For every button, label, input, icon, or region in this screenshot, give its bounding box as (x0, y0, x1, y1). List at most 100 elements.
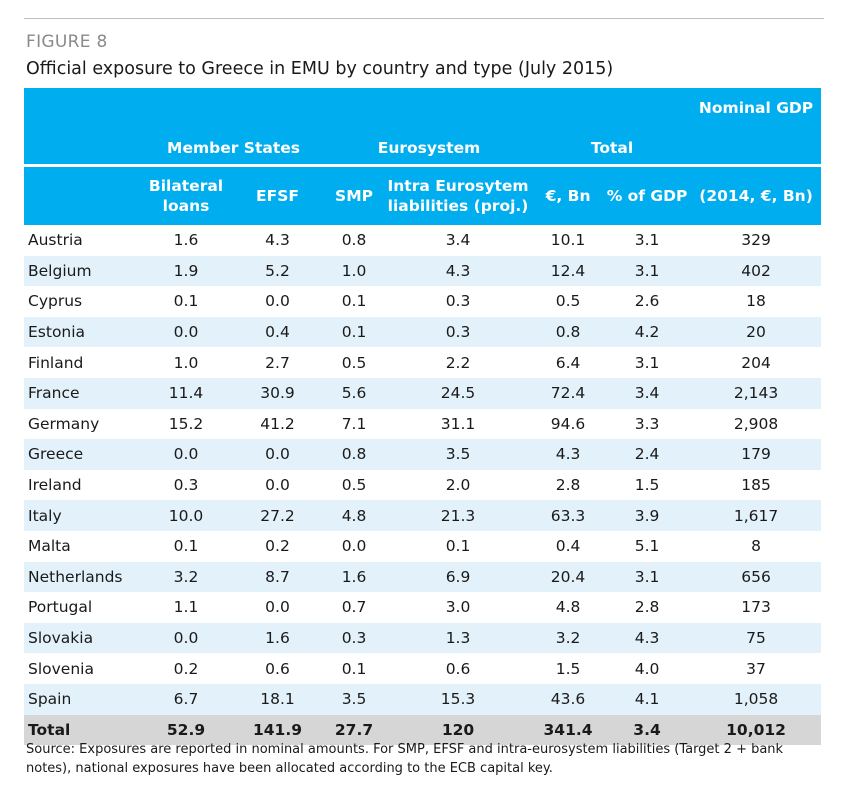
figure-label: FIGURE 8 (26, 32, 108, 52)
cell-bilateral-loans: 15.2 (168, 414, 204, 433)
table-row: Spain 6.7 18.1 3.5 15.3 43.6 4.1 1,058 (24, 683, 822, 715)
cell-pct-gdp: 2.4 (603, 439, 692, 470)
cell-bilateral-loans: 1.6 (173, 231, 199, 250)
cell-intra-eurosystem: 0.3 (383, 316, 534, 348)
cell-intra-eurosystem: 15.3 (383, 683, 534, 715)
cell-country: Slovakia (24, 622, 142, 654)
cell-efsf: 4.3 (265, 231, 290, 250)
cell-gdp-2014: 185 (741, 476, 771, 495)
cell-gdp-2014: 20 (691, 316, 822, 348)
cell-total-eur-bn: 43.6 (533, 683, 604, 715)
cell-efsf: 0.0 (265, 598, 290, 617)
total-cell-smp: 27.7 (325, 714, 384, 746)
cell-gdp-2014: 37 (746, 659, 766, 678)
cell-intra-eurosystem: 3.0 (445, 598, 471, 617)
table-header: Member States Eurosystem Total Nominal G… (24, 88, 822, 225)
table-row: Malta 0.1 0.2 0.0 0.1 0.4 5.1 8 (24, 531, 821, 562)
cell-bilateral-loans: 1.0 (173, 353, 199, 372)
cell-pct-gdp: 3.9 (603, 500, 692, 531)
cell-smp: 0.7 (341, 598, 367, 617)
cell-total-eur-bn: 10.1 (550, 231, 586, 250)
cell-country: Cyprus (28, 292, 83, 311)
table-row: Slovenia 0.2 0.6 0.1 0.6 1.5 4.0 37 (24, 653, 821, 684)
cell-efsf: 0.0 (230, 439, 326, 470)
column-header-smp: SMP (325, 164, 384, 225)
cell-total-eur-bn: 6.4 (555, 353, 581, 372)
exposure-table: Member States Eurosystem Total Nominal G… (24, 88, 822, 746)
table-row: Austria 1.6 4.3 0.8 3.4 10.1 3.1 329 (24, 225, 821, 256)
cell-total-eur-bn: 2.8 (555, 476, 581, 495)
cell-country: Italy (24, 500, 142, 531)
column-header-country (24, 164, 142, 225)
cell-intra-eurosystem: 6.9 (383, 561, 534, 593)
cell-gdp-2014: 402 (691, 255, 822, 287)
cell-smp: 0.5 (341, 353, 367, 372)
total-cell-gdp-2014: 10,012 (691, 714, 822, 746)
cell-bilateral-loans: 0.0 (142, 439, 230, 470)
cell-gdp-2014: 1,617 (691, 500, 822, 531)
cell-gdp-2014: 179 (691, 439, 822, 470)
total-cell-bilateral-loans: 52.9 (142, 714, 230, 746)
figure-title: Official exposure to Greece in EMU by co… (26, 59, 614, 79)
cell-bilateral-loans: 10.0 (142, 500, 230, 531)
cell-country: Finland (28, 353, 84, 372)
cell-gdp-2014: 2,143 (691, 377, 822, 409)
cell-intra-eurosystem: 4.3 (383, 255, 534, 287)
cell-bilateral-loans: 3.2 (142, 561, 230, 593)
cell-bilateral-loans: 0.1 (173, 292, 199, 311)
group-header-eurosystem: Eurosystem (325, 88, 534, 166)
cell-efsf: 27.2 (230, 500, 326, 531)
cell-bilateral-loans: 1.9 (142, 255, 230, 287)
cell-smp: 1.6 (325, 561, 384, 593)
cell-efsf: 0.6 (265, 659, 290, 678)
table-row: Netherlands 3.2 8.7 1.6 6.9 20.4 3.1 656 (24, 561, 822, 593)
group-header-member-states: Member States (142, 88, 326, 166)
cell-intra-eurosystem: 24.5 (383, 377, 534, 409)
cell-gdp-2014: 204 (741, 353, 771, 372)
cell-efsf: 8.7 (230, 561, 326, 593)
cell-total-eur-bn: 4.8 (555, 598, 581, 617)
cell-total-eur-bn: 0.8 (533, 316, 604, 348)
cell-total-eur-bn: 72.4 (533, 377, 604, 409)
group-header-nominal-gdp: Nominal GDP (691, 88, 822, 166)
cell-gdp-2014: 8 (751, 537, 761, 556)
column-header-efsf: EFSF (230, 164, 326, 225)
cell-intra-eurosystem: 3.4 (445, 231, 471, 250)
cell-pct-gdp: 3.1 (634, 231, 660, 250)
cell-smp: 0.8 (325, 439, 384, 470)
cell-total-eur-bn: 12.4 (533, 255, 604, 287)
column-header-bilateral-loans: Bilateral loans (142, 164, 230, 225)
table-row: Greece 0.0 0.0 0.8 3.5 4.3 2.4 179 (24, 439, 822, 470)
source-note: Source: Exposures are reported in nomina… (26, 742, 784, 776)
cell-pct-gdp: 3.3 (634, 414, 660, 433)
group-header-total: Total (533, 88, 692, 166)
total-cell-pct-gdp: 3.4 (603, 714, 692, 746)
cell-total-eur-bn: 20.4 (533, 561, 604, 593)
cell-efsf: 0.4 (230, 316, 326, 348)
table-row: Cyprus 0.1 0.0 0.1 0.3 0.5 2.6 18 (24, 286, 821, 317)
cell-country: Portugal (28, 598, 93, 617)
cell-total-eur-bn: 94.6 (550, 414, 586, 433)
column-header-intra-eurosystem: Intra Eurosytem liabilities (proj.) (383, 164, 534, 225)
cell-intra-eurosystem: 0.1 (445, 537, 471, 556)
cell-pct-gdp: 3.1 (603, 255, 692, 287)
cell-bilateral-loans: 0.1 (173, 537, 199, 556)
cell-smp: 5.6 (325, 377, 384, 409)
column-header-total-eur-bn: €, Bn (533, 164, 604, 225)
cell-bilateral-loans: 11.4 (142, 377, 230, 409)
cell-smp: 0.8 (341, 231, 367, 250)
cell-total-eur-bn: 3.2 (533, 622, 604, 654)
total-cell-intra-eurosystem: 120 (383, 714, 534, 746)
table-row: Estonia 0.0 0.4 0.1 0.3 0.8 4.2 20 (24, 316, 822, 348)
cell-smp: 0.0 (341, 537, 367, 556)
cell-efsf: 41.2 (260, 414, 295, 433)
table-row: Slovakia 0.0 1.6 0.3 1.3 3.2 4.3 75 (24, 622, 822, 654)
top-rule (24, 18, 824, 19)
cell-total-eur-bn: 0.4 (555, 537, 581, 556)
cell-country: Estonia (24, 316, 142, 348)
cell-efsf: 5.2 (230, 255, 326, 287)
cell-gdp-2014: 656 (691, 561, 822, 593)
cell-country: Belgium (24, 255, 142, 287)
total-cell-country: Total (24, 714, 142, 746)
table-row: Portugal 1.1 0.0 0.7 3.0 4.8 2.8 173 (24, 592, 821, 623)
